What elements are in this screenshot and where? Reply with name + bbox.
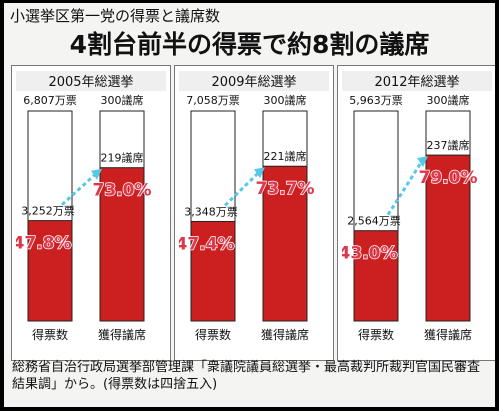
percent-label: 47.8%	[16, 234, 71, 254]
total-label: 7,058万票	[186, 94, 240, 107]
category-label: 得票数	[195, 327, 231, 342]
trend-arrow	[386, 160, 424, 216]
source-note: 総務省自治行政局選挙部管理課「衆議院議員総選挙・最高裁判所裁判官国民審査結果調」…	[12, 360, 481, 392]
trend-arrow	[60, 172, 98, 206]
bar	[27, 220, 73, 322]
headline: 4割台前半の得票で約8割の議席	[69, 30, 430, 59]
heading: 小選挙区第一党の得票と議席数	[10, 7, 221, 25]
value-label: 3,252万票	[21, 205, 75, 218]
title-band	[179, 71, 329, 91]
category-label: 獲得議席	[261, 327, 309, 342]
percent-label: 79.0%	[419, 168, 478, 188]
value-label: 219議席	[101, 151, 144, 165]
total-label: 300議席	[264, 93, 307, 107]
chart-svg: 2009年総選挙 7,058万票 300議席 3,348万票 221議席 47.4% 73.…	[179, 71, 329, 342]
total-label: 6,807万票	[23, 94, 77, 107]
chart-svg: 2005年総選挙 6,807万票 300議席 3,252万票 219議席 47.8% 73.…	[16, 71, 166, 342]
trend-arrow	[223, 171, 261, 207]
chart-title: 2005年総選挙	[48, 75, 133, 90]
total-label: 5,963万票	[349, 94, 403, 107]
total-label: 300議席	[427, 93, 470, 107]
category-label: 得票数	[32, 327, 68, 342]
percent-label: 73.7%	[256, 179, 315, 199]
chart-svg: 2012年総選挙 5,963万票 300議席 2,564万票 237議席 43.0% 79.…	[342, 71, 492, 342]
bar	[353, 230, 399, 322]
value-label: 221議席	[264, 149, 307, 163]
chart-area: 2012年総選挙 5,963万票 300議席 2,564万票 237議席 43.0% 79.…	[342, 71, 492, 346]
category-label: 獲得議席	[424, 327, 472, 342]
chart-panel-0: 2005年総選挙 6,807万票 300議席 3,252万票 219議席 47.8% 73.…	[11, 65, 171, 361]
chart-area: 2009年総選挙 7,058万票 300議席 3,348万票 221議席 47.4% 73.…	[179, 71, 329, 346]
trend-arrow-head	[417, 156, 428, 168]
percent-label: 47.4%	[179, 234, 234, 254]
percent-label: 43.0%	[342, 244, 397, 264]
total-label: 300議席	[101, 93, 144, 107]
chart-title: 2012年総選挙	[374, 75, 459, 90]
chart-area: 2005年総選挙 6,807万票 300議席 3,252万票 219議席 47.8% 73.…	[16, 71, 166, 346]
bar	[99, 167, 145, 322]
chart-panel-2: 2012年総選挙 5,963万票 300議席 2,564万票 237議席 43.0% 79.…	[337, 65, 495, 361]
trend-arrow-head	[254, 167, 265, 179]
trend-arrow-head	[91, 168, 102, 180]
percent-label: 73.0%	[93, 181, 152, 201]
bar	[262, 165, 308, 322]
value-label: 3,348万票	[184, 205, 238, 218]
value-label: 237議席	[427, 138, 470, 152]
chart-panel-1: 2009年総選挙 7,058万票 300議席 3,348万票 221議席 47.4% 73.…	[174, 65, 334, 361]
infographic: 小選挙区第一党の得票と議席数 4割台前半の得票で約8割の議席 2005年総選挙 6…	[4, 3, 495, 407]
title-band	[342, 71, 492, 91]
category-label: 獲得議席	[98, 327, 146, 342]
bar	[190, 220, 236, 322]
bar	[425, 154, 471, 322]
chart-title: 2009年総選挙	[211, 75, 296, 90]
title-band	[16, 71, 166, 91]
category-label: 得票数	[358, 327, 394, 342]
value-label: 2,564万票	[347, 215, 401, 228]
